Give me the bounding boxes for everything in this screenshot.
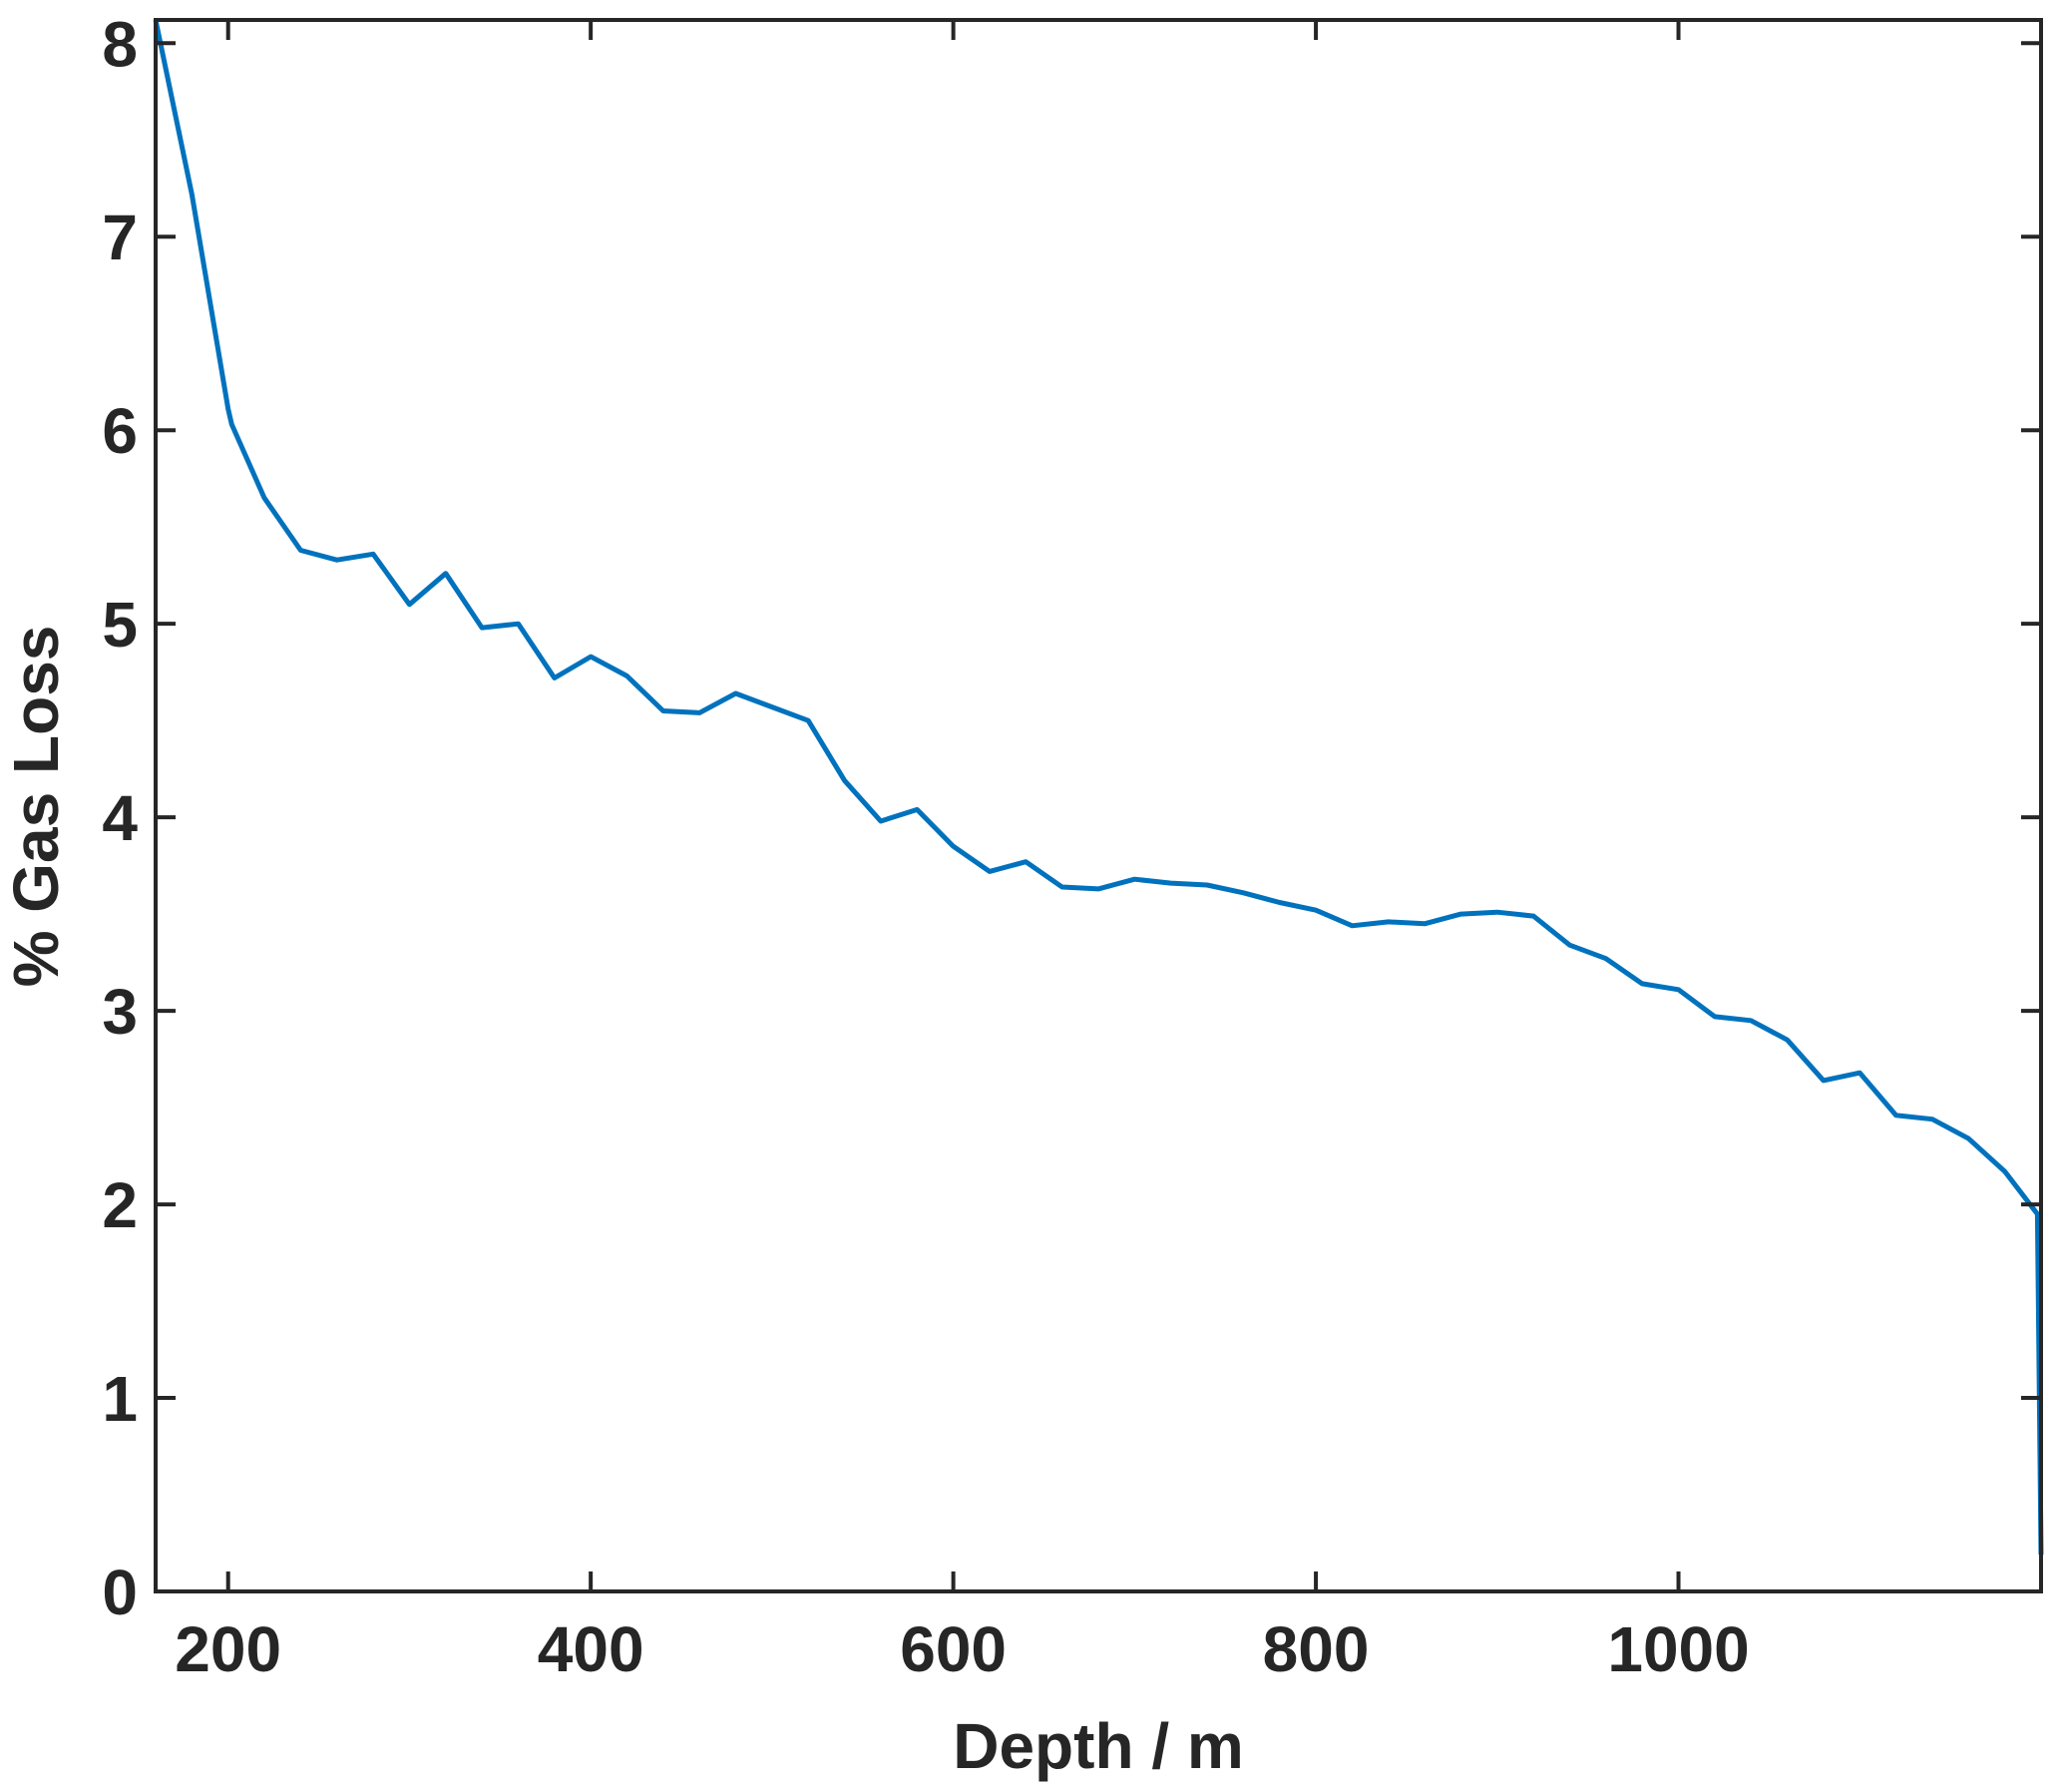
x-tick-label: 800 [1263, 1613, 1370, 1685]
y-axis-label: % Gas Loss [0, 626, 72, 988]
y-tick-label: 4 [102, 782, 138, 854]
x-tick-label: 1000 [1607, 1613, 1749, 1685]
y-tick-label: 0 [102, 1557, 138, 1628]
y-tick-label: 1 [102, 1363, 138, 1435]
y-tick-label: 6 [102, 395, 138, 467]
y-tick-label: 8 [102, 8, 138, 80]
y-tick-label: 2 [102, 1169, 138, 1241]
x-tick-label: 200 [175, 1613, 281, 1685]
x-axis-label: Depth / m [953, 1710, 1244, 1782]
y-tick-label: 5 [102, 589, 138, 661]
x-tick-label: 600 [900, 1613, 1007, 1685]
plot-frame [154, 18, 2043, 1593]
y-tick-label: 7 [102, 202, 138, 273]
data-line [153, 19, 2044, 1556]
x-tick-label: 400 [538, 1613, 644, 1685]
y-tick-label: 3 [102, 976, 138, 1048]
